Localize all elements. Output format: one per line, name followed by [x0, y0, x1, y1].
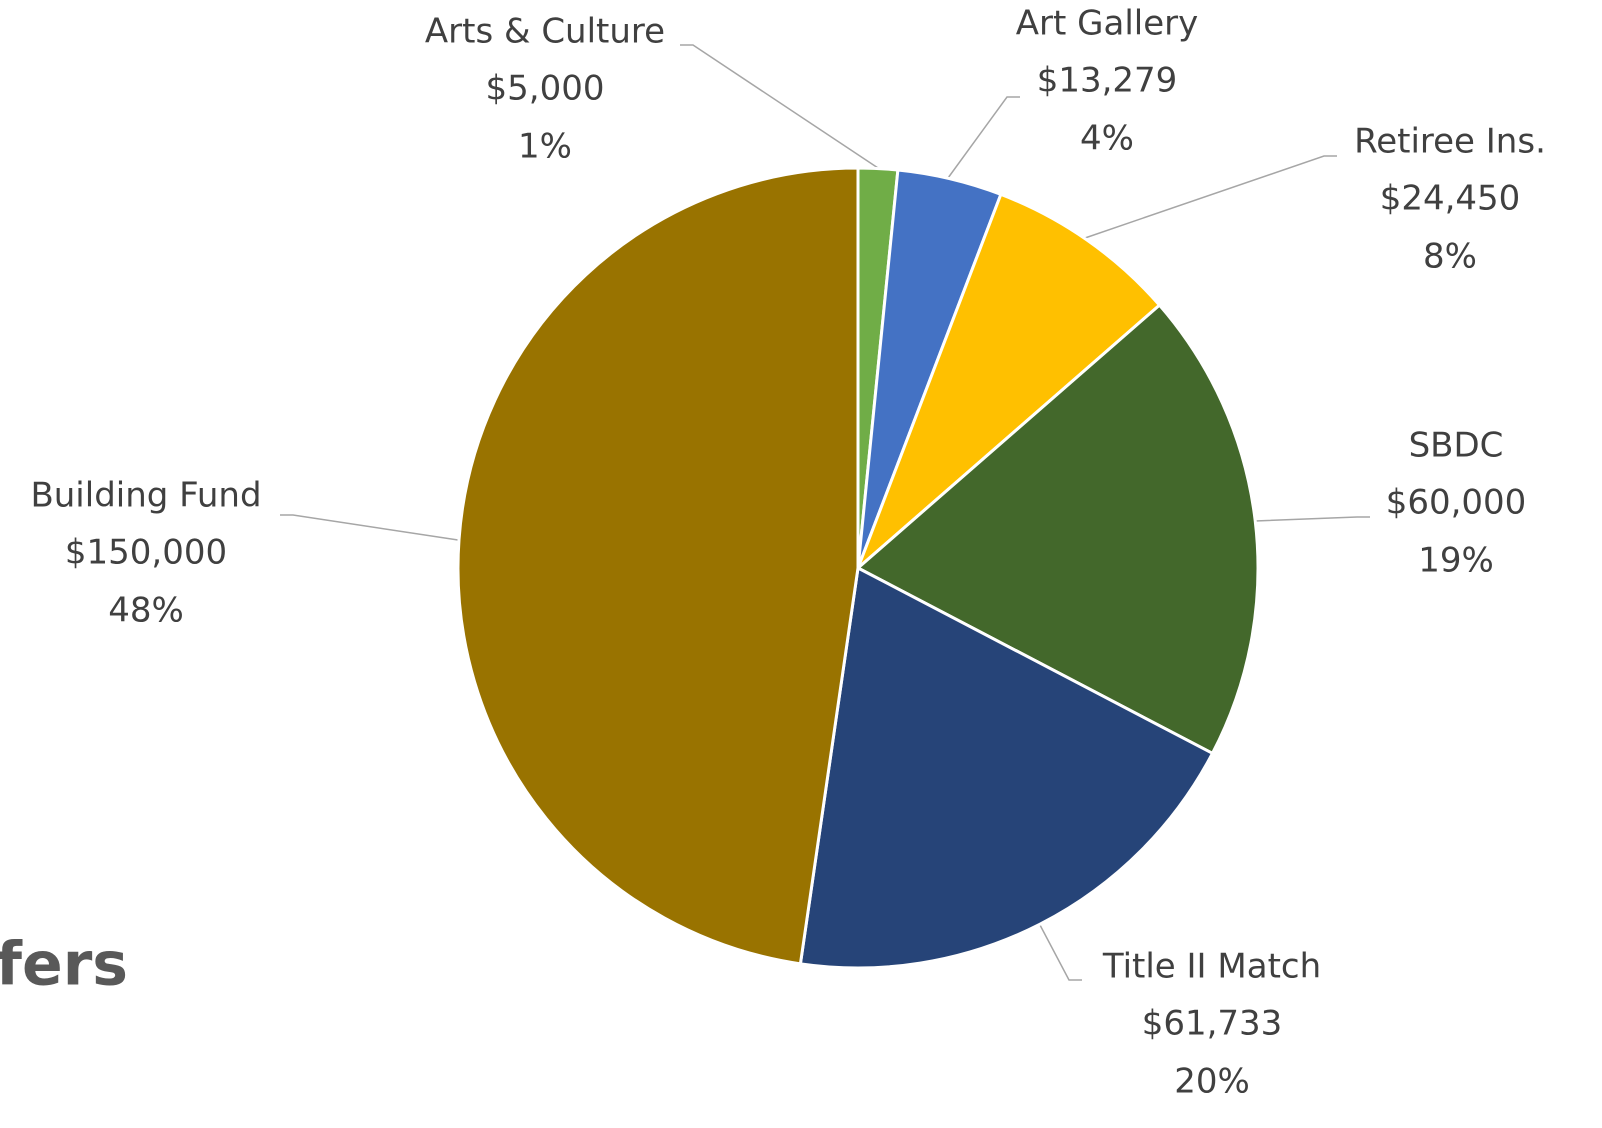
leader-line [1039, 924, 1082, 981]
leader-line [1254, 516, 1370, 522]
pie-slice [856, 192, 1162, 570]
slice-value: $13,279 [1037, 61, 1178, 101]
leader-line [680, 44, 879, 169]
leader-line [280, 514, 459, 541]
slice-value: $150,000 [65, 533, 227, 573]
slice-value: $61,733 [1142, 1004, 1283, 1044]
slice-value: $5,000 [486, 69, 605, 109]
pie-slice [798, 565, 1215, 970]
slice-label: Retiree Ins. [1354, 122, 1546, 162]
slice-label: Title II Match [1102, 947, 1321, 987]
leader-line [947, 96, 1020, 179]
slice-percent: 4% [1080, 119, 1134, 159]
slice-percent: 20% [1174, 1062, 1250, 1102]
slice-percent: 19% [1418, 541, 1494, 581]
slice-value: $24,450 [1380, 179, 1521, 219]
slice-percent: 8% [1423, 237, 1477, 277]
leader-line [1084, 155, 1337, 239]
slice-label: SBDC [1409, 426, 1504, 466]
slice-percent: 48% [108, 591, 184, 631]
slice-percent: 1% [518, 127, 572, 167]
background-title: fers [0, 930, 128, 1000]
slice-value: $60,000 [1386, 483, 1527, 523]
slice-label: Arts & Culture [425, 12, 665, 52]
pie-slice [456, 166, 860, 966]
slice-label: Art Gallery [1016, 4, 1198, 44]
pie-slice [855, 303, 1260, 756]
slice-label: Building Fund [30, 476, 261, 516]
